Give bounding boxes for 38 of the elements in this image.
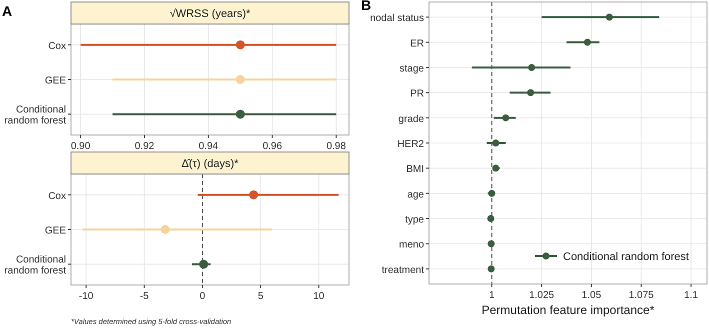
y-tick-label: BMI <box>406 164 424 176</box>
y-tick-label: Conditional random forest <box>4 254 66 277</box>
x-tick-label: 10 <box>313 291 325 302</box>
y-tick-label: type <box>405 214 424 226</box>
y-tick-label: HER2 <box>397 139 424 150</box>
y-tick-label: treatment <box>382 264 424 276</box>
x-tick-label: 0.96 <box>262 141 282 152</box>
y-tick-label: Cox <box>48 190 66 202</box>
chart-title: Δ̂(τ) (days)* <box>182 158 240 170</box>
x-tick-label: 5 <box>258 291 264 302</box>
x-tick-label: 1.1 <box>684 290 698 301</box>
y-tick-label: GEE <box>44 76 66 86</box>
y-tick-label: age <box>407 189 424 200</box>
text: B <box>361 0 372 13</box>
y-tick-label: stage <box>400 63 424 74</box>
x-tick-label: -5 <box>140 291 150 302</box>
x-tick-label: 1.075 <box>628 290 654 301</box>
chart-title: √WRSS (years)* <box>170 8 252 20</box>
x-tick-label: 0.90 <box>70 141 91 152</box>
x-tick-label: 1 <box>488 290 495 301</box>
y-tick-label: grade <box>398 114 424 125</box>
x-tick-label: 0.94 <box>198 141 219 152</box>
y-tick-label: PR <box>410 88 424 100</box>
x-tick-label: 0.92 <box>134 141 155 152</box>
y-tick-label: meno <box>398 240 424 251</box>
legend-label: Conditional random forest <box>563 251 689 263</box>
x-tick-label: 0 <box>200 291 206 302</box>
y-tick-label: nodal status <box>370 13 424 24</box>
x-tick-label: -10 <box>78 291 94 302</box>
text: A <box>2 3 12 19</box>
x-tick-label: 1.05 <box>582 290 602 301</box>
y-tick-label: GEE <box>44 226 66 236</box>
x-axis-title: Permutation feature importance* <box>482 303 655 317</box>
y-tick-label: ER <box>410 38 424 50</box>
y-tick-label: Conditional random forest <box>4 104 66 127</box>
x-tick-label: 1.025 <box>529 290 555 301</box>
y-tick-label: Cox <box>48 40 66 52</box>
x-tick-label: 0.98 <box>326 141 346 152</box>
